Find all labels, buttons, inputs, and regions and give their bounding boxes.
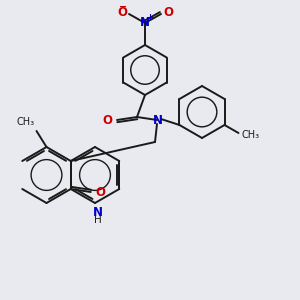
Text: O: O <box>102 113 112 127</box>
Text: N: N <box>153 113 163 127</box>
Text: H: H <box>94 215 102 225</box>
Text: +: + <box>146 14 154 22</box>
Text: N: N <box>140 16 150 29</box>
Text: N: N <box>93 206 103 219</box>
Text: −: − <box>119 2 127 12</box>
Text: CH₃: CH₃ <box>242 130 260 140</box>
Text: O: O <box>96 185 106 199</box>
Text: O: O <box>117 7 127 20</box>
Text: O: O <box>163 7 173 20</box>
Text: CH₃: CH₃ <box>16 117 34 127</box>
